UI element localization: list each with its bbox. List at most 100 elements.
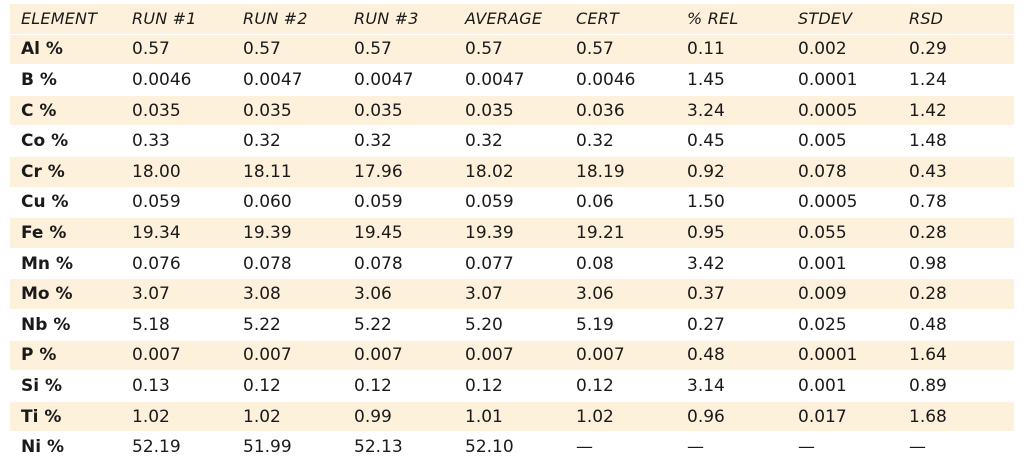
table-header-row: ELEMENT RUN #1 RUN #2 RUN #3 AVERAGE CER… — [10, 4, 1014, 35]
cell-average: 3.07 — [465, 284, 503, 305]
table-row: Cu % 0.059 0.060 0.059 0.059 0.06 1.50 0.0005 0.… — [10, 187, 1014, 218]
cell-cert: — — [576, 437, 593, 458]
header-average: AVERAGE — [465, 9, 543, 29]
cell-rsd: 1.48 — [909, 131, 947, 152]
cell-average: 0.007 — [465, 345, 514, 366]
header-run-2: RUN #2 — [243, 9, 308, 29]
cell-run-1: 1.02 — [132, 406, 170, 427]
cell-rsd: 0.48 — [909, 314, 947, 335]
cell-run-2: 5.22 — [243, 314, 281, 335]
table-row: Co % 0.33 0.32 0.32 0.32 0.32 0.45 0.005 1.48 — [10, 126, 1014, 157]
cell-run-2: 18.11 — [243, 161, 292, 182]
cell-run-2: 0.0047 — [243, 69, 303, 90]
header-stdev: STDEV — [798, 9, 853, 29]
results-table-container: ELEMENT RUN #1 RUN #2 RUN #3 AVERAGE CER… — [10, 4, 1014, 463]
cell-run-2: 19.39 — [243, 222, 292, 243]
cell-run-3: 52.13 — [354, 437, 403, 458]
cell-rel: 0.48 — [687, 345, 725, 366]
cell-cert: 0.036 — [576, 100, 625, 121]
cell-rel: 0.92 — [687, 161, 725, 182]
cell-run-1: 52.19 — [132, 437, 181, 458]
cell-run-1: 0.059 — [132, 192, 181, 213]
cell-stdev: 0.0005 — [798, 192, 858, 213]
cell-stdev: 0.0001 — [798, 69, 858, 90]
cell-element: Al % — [21, 39, 63, 60]
cell-stdev: 0.005 — [798, 131, 847, 152]
cell-element: Nb % — [21, 314, 71, 335]
cell-average: 0.077 — [465, 253, 514, 274]
table-row: Al % 0.57 0.57 0.57 0.57 0.57 0.11 0.002 0.29 — [10, 34, 1014, 65]
cell-element: Cr % — [21, 161, 65, 182]
cell-element: B % — [21, 69, 57, 90]
header-rel: % REL — [687, 9, 739, 29]
table-row: C % 0.035 0.035 0.035 0.035 0.036 3.24 0.0005 1.… — [10, 95, 1014, 126]
cell-element: Mo % — [21, 284, 73, 305]
cell-average: 1.01 — [465, 406, 503, 427]
cell-run-3: 0.035 — [354, 100, 403, 121]
cell-rsd: 0.98 — [909, 253, 947, 274]
cell-run-2: 0.57 — [243, 39, 281, 60]
cell-average: 52.10 — [465, 437, 514, 458]
cell-run-1: 0.33 — [132, 131, 170, 152]
cell-average: 0.57 — [465, 39, 503, 60]
cell-stdev: 0.001 — [798, 375, 847, 396]
cell-rel: 3.42 — [687, 253, 725, 274]
cell-cert: 0.12 — [576, 375, 614, 396]
cell-rel: 0.27 — [687, 314, 725, 335]
cell-stdev: 0.009 — [798, 284, 847, 305]
cell-cert: 0.08 — [576, 253, 614, 274]
cell-cert: 3.06 — [576, 284, 614, 305]
cell-rsd: 1.64 — [909, 345, 947, 366]
cell-run-1: 19.34 — [132, 222, 181, 243]
header-element: ELEMENT — [21, 9, 98, 29]
table-row: Cr % 18.00 18.11 17.96 18.02 18.19 0.92 0.078 0.… — [10, 156, 1014, 188]
cell-rel: 3.14 — [687, 375, 725, 396]
cell-cert: 0.06 — [576, 192, 614, 213]
cell-run-1: 5.18 — [132, 314, 170, 335]
cell-rsd: 0.28 — [909, 284, 947, 305]
cell-run-1: 3.07 — [132, 284, 170, 305]
cell-cert: 19.21 — [576, 222, 625, 243]
cell-run-3: 5.22 — [354, 314, 392, 335]
cell-cert: 18.19 — [576, 161, 625, 182]
cell-rel: 3.24 — [687, 100, 725, 121]
cell-rel: 0.37 — [687, 284, 725, 305]
cell-stdev: 0.0005 — [798, 100, 858, 121]
cell-element: Ni % — [21, 437, 65, 458]
cell-stdev: 0.017 — [798, 406, 847, 427]
cell-run-1: 18.00 — [132, 161, 181, 182]
cell-element: C % — [21, 100, 57, 121]
table-row: Mo % 3.07 3.08 3.06 3.07 3.06 0.37 0.009 0.28 — [10, 278, 1014, 310]
cell-run-1: 0.13 — [132, 375, 170, 396]
cell-run-1: 0.57 — [132, 39, 170, 60]
cell-run-3: 0.57 — [354, 39, 392, 60]
cell-rsd: 0.89 — [909, 375, 947, 396]
header-rsd: RSD — [909, 9, 944, 29]
cell-run-1: 0.076 — [132, 253, 181, 274]
header-run-1: RUN #1 — [132, 9, 197, 29]
cell-cert: 0.57 — [576, 39, 614, 60]
cell-stdev: 0.055 — [798, 222, 847, 243]
cell-run-1: 0.035 — [132, 100, 181, 121]
table-row: P % 0.007 0.007 0.007 0.007 0.007 0.48 0.0001 1.… — [10, 340, 1014, 371]
cell-run-2: 0.12 — [243, 375, 281, 396]
cell-average: 18.02 — [465, 161, 514, 182]
cell-element: Co % — [21, 131, 69, 152]
cell-run-3: 0.007 — [354, 345, 403, 366]
cell-rel: 0.45 — [687, 131, 725, 152]
table-row: Ni % 52.19 51.99 52.13 52.10 — — — — — [10, 432, 1014, 463]
cell-rsd: 0.78 — [909, 192, 947, 213]
cell-element: Fe % — [21, 222, 67, 243]
table-row: Si % 0.13 0.12 0.12 0.12 0.12 3.14 0.001 0.89 — [10, 371, 1014, 402]
cell-average: 5.20 — [465, 314, 503, 335]
cell-element: Si % — [21, 375, 63, 396]
cell-stdev: 0.001 — [798, 253, 847, 274]
header-run-3: RUN #3 — [354, 9, 419, 29]
table-row: Ti % 1.02 1.02 0.99 1.01 1.02 0.96 0.017 1.68 — [10, 401, 1014, 432]
cell-run-3: 19.45 — [354, 222, 403, 243]
cell-run-2: 51.99 — [243, 437, 292, 458]
cell-average: 0.32 — [465, 131, 503, 152]
cell-run-3: 17.96 — [354, 161, 403, 182]
cell-average: 0.035 — [465, 100, 514, 121]
cell-rsd: 1.42 — [909, 100, 947, 121]
